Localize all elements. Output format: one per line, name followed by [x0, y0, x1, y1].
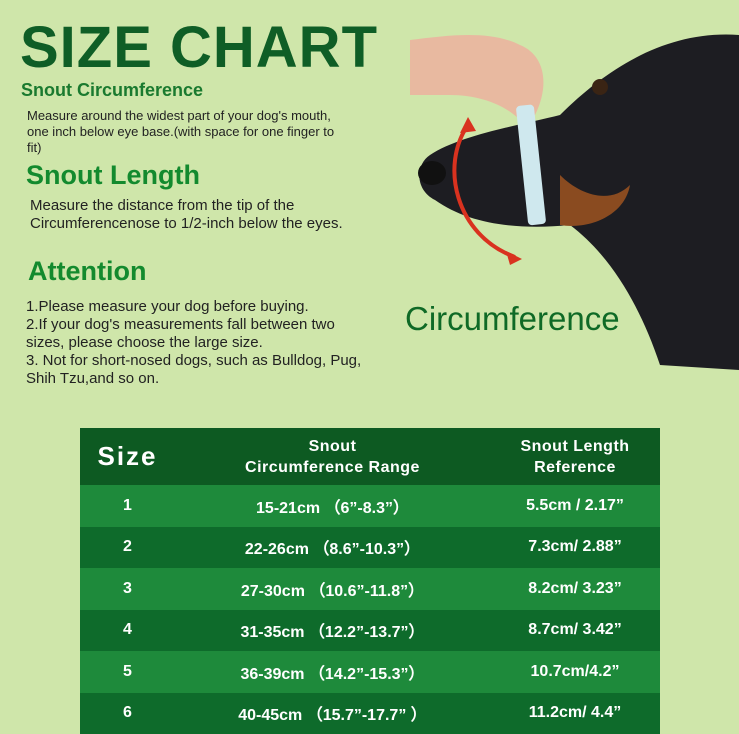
snout-length-heading: Snout Length: [26, 160, 200, 191]
header-circumference-line1: Snout: [175, 436, 490, 457]
cell-size: 2: [80, 538, 175, 556]
cell-circumference: 40-45cm （15.7”-17.7” ）: [175, 701, 490, 725]
cell-size: 4: [80, 621, 175, 639]
cell-size: 3: [80, 580, 175, 598]
header-size: Size: [80, 446, 175, 467]
cell-length: 8.2cm/ 3.23”: [490, 580, 660, 598]
cell-length: 5.5cm / 2.17”: [490, 497, 660, 515]
red-arrow-head-top: [460, 117, 476, 133]
red-arrow-head-bottom: [506, 251, 522, 265]
dog-nose: [418, 161, 446, 185]
table-header: Size Snout Circumference Range Snout Len…: [80, 428, 660, 485]
cell-length: 8.7cm/ 3.42”: [490, 621, 660, 639]
attention-item: 1.Please measure your dog before buying.: [26, 298, 366, 316]
size-table: Size Snout Circumference Range Snout Len…: [80, 428, 660, 734]
dog-eye: [592, 79, 608, 95]
snout-length-text: Measure the distance from the tip of the…: [30, 197, 350, 233]
attention-list: 1.Please measure your dog before buying.…: [26, 298, 366, 388]
cell-circumference: 15-21cm （6”-8.3”）: [175, 494, 490, 518]
cell-length: 10.7cm/4.2”: [490, 663, 660, 681]
snout-circumference-text: Measure around the widest part of your d…: [27, 108, 347, 156]
cell-circumference: 36-39cm （14.2”-15.3”）: [175, 660, 490, 684]
page-title: SIZE CHART: [20, 18, 378, 78]
header-length: Snout Length Reference: [490, 436, 660, 478]
cell-size: 5: [80, 663, 175, 681]
attention-item: 3. Not for short-nosed dogs, such as Bul…: [26, 352, 366, 388]
cell-circumference: 22-26cm （8.6”-10.3”）: [175, 535, 490, 559]
circumference-label: Circumference: [405, 300, 620, 338]
cell-circumference: 31-35cm （12.2”-13.7”）: [175, 618, 490, 642]
snout-circumference-heading: Snout Circumference: [21, 80, 203, 101]
cell-size: 1: [80, 497, 175, 515]
cell-length: 7.3cm/ 2.88”: [490, 538, 660, 556]
attention-item: 2.If your dog's measurements fall betwee…: [26, 316, 366, 352]
header-circumference-line2: Circumference Range: [175, 457, 490, 478]
attention-heading: Attention: [28, 256, 146, 287]
header-circumference: Snout Circumference Range: [175, 436, 490, 478]
header-length-line1: Snout Length: [490, 436, 660, 457]
cell-circumference: 27-30cm （10.6”-11.8”）: [175, 577, 490, 601]
cell-length: 11.2cm/ 4.4”: [490, 704, 660, 722]
header-length-line2: Reference: [490, 457, 660, 478]
cell-size: 6: [80, 704, 175, 722]
